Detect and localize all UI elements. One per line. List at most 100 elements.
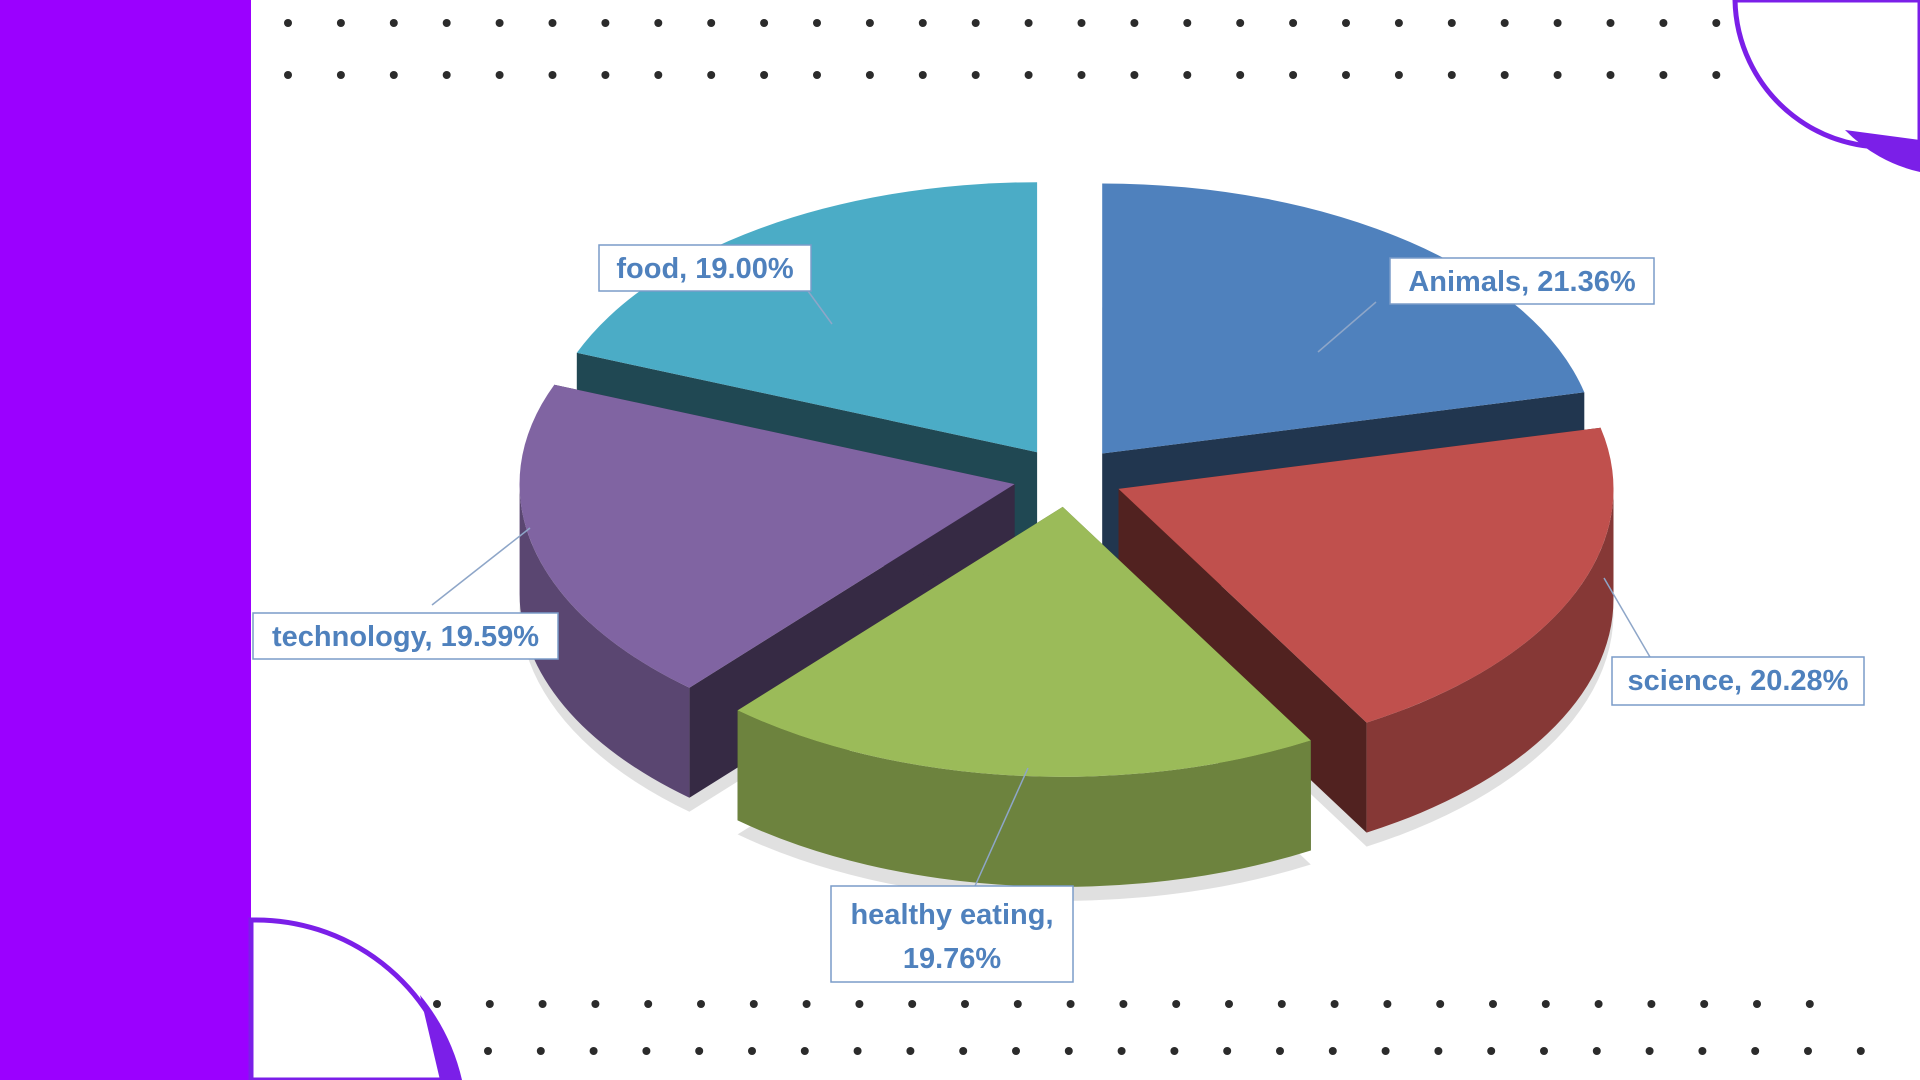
pattern-dot [644, 1000, 653, 1008]
data-label-line: science, 20.28% [1628, 665, 1849, 697]
pattern-dot [1394, 71, 1403, 79]
pattern-dot [748, 1047, 756, 1055]
pie-slice-healthy-eating [737, 506, 1311, 777]
pattern-dot [800, 1047, 809, 1055]
pattern-dot [1647, 1000, 1656, 1008]
pattern-dot [654, 19, 663, 27]
corner-accent-top-right [1845, 130, 1920, 172]
data-label-line: 19.76% [903, 943, 1002, 975]
pattern-dot [1064, 1047, 1073, 1055]
pattern-dot [1712, 19, 1721, 27]
pattern-dot [284, 71, 292, 79]
pattern-dot [1500, 71, 1509, 79]
pie-slices [519, 182, 1614, 777]
pattern-dot [1328, 1047, 1337, 1055]
pattern-dot [1659, 71, 1668, 79]
pattern-dot [971, 19, 980, 27]
data-label: Animals, 21.36% [1408, 266, 1635, 298]
data-label-box [252, 612, 559, 660]
data-label-box [598, 244, 812, 292]
pattern-dot [855, 1000, 864, 1008]
pattern-dot [1289, 19, 1298, 27]
pattern-dot [918, 19, 927, 27]
pattern-dot [749, 1000, 758, 1008]
pattern-dot [1289, 71, 1298, 79]
pattern-dot [1172, 1000, 1181, 1008]
data-label: science, 20.28% [1628, 665, 1849, 697]
pattern-dot [484, 1047, 492, 1055]
pattern-dot [1183, 19, 1192, 27]
pattern-dot [1077, 71, 1086, 79]
data-label-line: food, 19.00% [616, 253, 793, 285]
pattern-dot [1024, 19, 1033, 27]
pattern-dot [1183, 71, 1192, 79]
pattern-dot [908, 1000, 917, 1008]
pattern-dot [707, 19, 716, 27]
pattern-dot [1500, 19, 1509, 27]
pattern-dot [802, 1000, 811, 1008]
pattern-dot [1012, 1047, 1020, 1055]
pattern-dot [760, 19, 769, 27]
purple-side-bar [0, 0, 251, 1080]
pattern-dot [336, 71, 345, 79]
pattern-dot [389, 71, 398, 79]
data-label: healthy eating, 19.76% [850, 899, 1053, 975]
leader-line [807, 290, 833, 325]
pattern-dot [695, 1047, 704, 1055]
pattern-dot [1276, 1047, 1284, 1055]
pattern-dot [485, 1000, 494, 1008]
pattern-dot [1342, 19, 1350, 27]
pattern-dot [1594, 1000, 1603, 1008]
pattern-dot [495, 71, 504, 79]
pattern-dot [1277, 1000, 1286, 1008]
pattern-dot [697, 1000, 705, 1008]
data-label-line: Animals, 21.36% [1408, 266, 1635, 298]
pattern-dot [536, 1047, 545, 1055]
pattern-dot [1223, 1047, 1232, 1055]
pattern-dot [538, 1000, 547, 1008]
pattern-dot [548, 71, 557, 79]
pie-slice-food [576, 182, 1038, 453]
pattern-dot [1606, 71, 1615, 79]
pattern-dot [760, 71, 769, 79]
pattern-dot [1434, 1047, 1443, 1055]
pattern-dot [495, 19, 504, 27]
pattern-dot [442, 71, 451, 79]
pattern-dot [1645, 1047, 1654, 1055]
pattern-dot [1077, 19, 1086, 27]
pattern-dot [906, 1047, 915, 1055]
slice-rim [519, 484, 690, 798]
pattern-dot [442, 19, 451, 27]
pattern-dot [1700, 1000, 1709, 1008]
pattern-dot [548, 19, 557, 27]
pattern-dot [1436, 1000, 1445, 1008]
data-label-line: healthy eating, [850, 899, 1053, 931]
pattern-dot [1592, 1047, 1601, 1055]
pattern-dot [1117, 1047, 1126, 1055]
pattern-dot [1236, 71, 1245, 79]
pattern-dot [1394, 19, 1403, 27]
pattern-dot [1330, 1000, 1339, 1008]
pattern-dot [961, 1000, 969, 1008]
pattern-dot [1712, 71, 1721, 79]
pattern-dot [336, 19, 345, 27]
corner-accent-bottom-left [420, 995, 462, 1080]
pattern-dot [1130, 19, 1139, 27]
pattern-dot [642, 1047, 651, 1055]
pattern-dot [1383, 1000, 1392, 1008]
pattern-dot [1540, 1047, 1548, 1055]
data-label-line: technology, 19.59% [272, 621, 539, 653]
pattern-dot [813, 19, 821, 27]
pattern-dot [1856, 1047, 1865, 1055]
pattern-dot [389, 19, 398, 27]
pie-slice-technology [519, 384, 1015, 688]
pattern-dot [1447, 71, 1456, 79]
pattern-dot [971, 71, 980, 79]
pattern-dot [1225, 1000, 1233, 1008]
pattern-dot [1447, 19, 1456, 27]
pattern-dot [865, 19, 874, 27]
pattern-dot [591, 1000, 600, 1008]
pattern-dot [1804, 1047, 1812, 1055]
